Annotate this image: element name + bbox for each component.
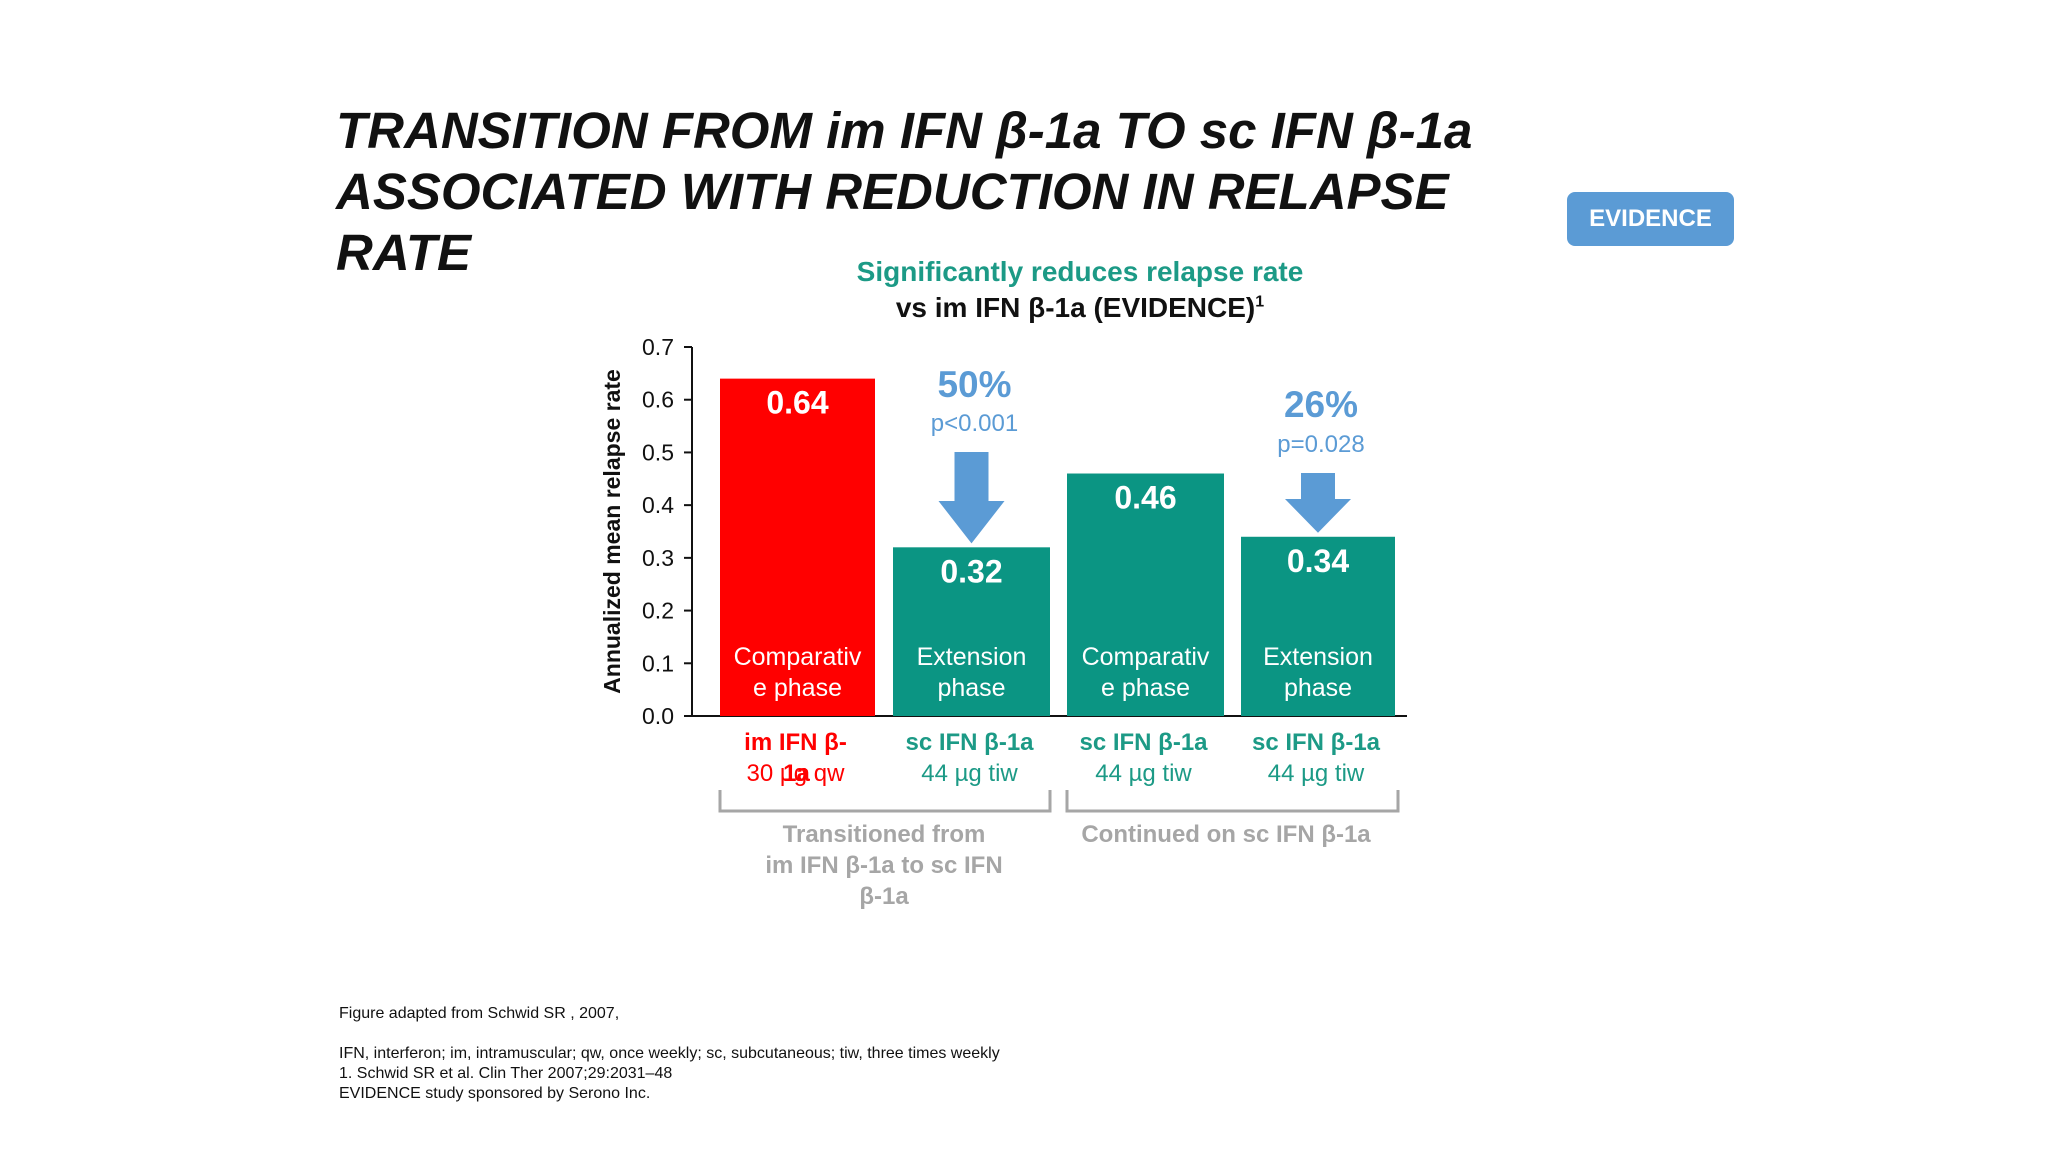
drug-name-label: sc IFN β-1a [1252,729,1381,756]
reduction-arrow-icon [938,452,1005,544]
footnote-abbreviations: IFN, interferon; im, intramuscular; qw, … [339,1045,1000,1062]
p-value-label: p=0.028 [1277,431,1364,458]
reduction-percent-label: 50% [937,364,1011,405]
bar-value-label: 0.64 [766,385,828,421]
chart-subtitle: Significantly reduces relapse rate [856,256,1304,287]
y-tick-label: 0.6 [642,387,674,413]
y-tick-label: 0.1 [642,650,674,676]
footnote-sponsor: EVIDENCE study sponsored by Serono Inc. [339,1085,651,1102]
drug-dose-label: 44 µg tiw [1095,760,1192,787]
drug-name-label: sc IFN β-1a [1079,729,1208,756]
y-tick-label: 0.4 [642,492,674,518]
y-tick-label: 0.2 [642,598,674,624]
y-tick-label: 0.3 [642,545,674,571]
reduction-percent-label: 26% [1284,384,1358,425]
bar-phase-label: e phase [753,674,842,702]
evidence-badge: EVIDENCE [1567,192,1734,246]
footnote-spacer [339,1024,1239,1044]
y-tick-label: 0.0 [642,703,674,729]
bar-phase-label: phase [1284,674,1352,702]
reduction-arrow-icon [1285,473,1351,533]
bar-value-label: 0.32 [940,553,1002,589]
group-label: Transitioned from [783,821,986,848]
chart-subtitle-comparison: vs im IFN β-1a (EVIDENCE)1 [700,292,1460,324]
bar-phase-label: Comparativ [734,643,862,671]
bar [893,547,1050,716]
bar-phase-label: Extension [917,643,1027,671]
footnote-reference: 1. Schwid SR et al. Clin Ther 2007;29:20… [339,1065,673,1082]
drug-dose-label: 30 µg qw [747,760,846,787]
drug-dose-label: 44 µg tiw [1268,760,1365,787]
bar-phase-label: Extension [1263,643,1373,671]
bar-phase-label: Comparativ [1082,643,1210,671]
bar [720,378,875,716]
group-bracket [1065,790,1400,813]
y-tick-label: 0.5 [642,439,674,465]
footnote-source: Figure adapted from Schwid SR , 2007, [339,1005,620,1022]
bar-value-label: 0.34 [1287,543,1349,579]
bar-phase-label: phase [937,674,1005,702]
bar-value-label: 0.46 [1114,480,1176,516]
group-bracket [718,790,1052,813]
bar [1241,536,1395,716]
group-label: β-1a [859,883,909,910]
bar-phase-label: e phase [1101,674,1190,702]
drug-dose-label: 44 µg tiw [921,760,1018,787]
drug-name-overflow-label: 1a [783,760,810,787]
p-value-label: p<0.001 [931,410,1018,437]
y-tick-label: 0.7 [642,334,674,360]
chart-subtitle-comparison-text: vs im IFN β-1a (EVIDENCE) [895,292,1256,323]
footnotes: Figure adapted from Schwid SR , 2007, IF… [339,1004,1239,1104]
drug-name-label: sc IFN β-1a [905,729,1034,756]
group-label: Continued on sc IFN β-1a [1081,821,1371,848]
bar [1067,473,1224,716]
group-label: im IFN β-1a to sc IFN [765,852,1002,879]
drug-name-label: im IFN β- [744,729,847,756]
reference-superscript: 1 [1255,293,1265,311]
slide-title: TRANSITION FROM im IFN β-1a TO sc IFN β-… [336,102,1473,281]
y-axis-label: Annualized mean relapse rate [599,369,625,694]
